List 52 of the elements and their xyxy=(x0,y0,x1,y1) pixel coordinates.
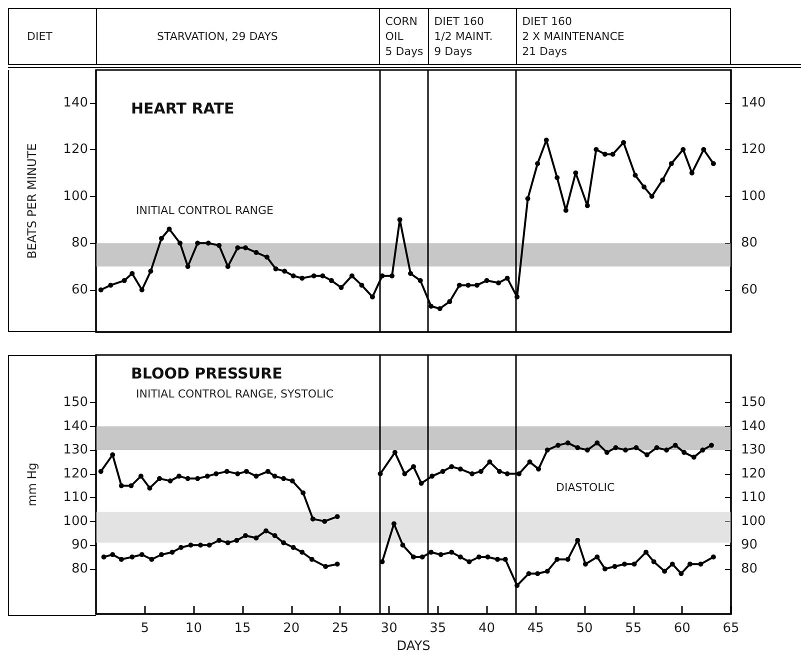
band-label: INITIAL CONTROL RANGE, SYSTOLIC xyxy=(136,387,334,400)
y-axis-title: BEATS PER MINUTE xyxy=(25,143,39,259)
y-tick-label: 130 xyxy=(63,442,88,458)
y-tick-label: 140 xyxy=(63,418,88,434)
x-tick-label: 35 xyxy=(430,621,446,636)
x-tick-label: 20 xyxy=(283,621,300,636)
y-tick-label: 120 xyxy=(63,466,88,482)
text: STARVATION, 29 DAYS xyxy=(157,29,279,44)
x-tick-label: 65 xyxy=(722,621,740,636)
y2-tick-label: 60 xyxy=(741,282,758,298)
x-tick-label: 10 xyxy=(185,621,202,636)
x-axis-title: DAYS xyxy=(396,639,430,654)
band-label: DIASTOLIC xyxy=(556,480,615,494)
y-tick-label: 100 xyxy=(63,188,88,204)
y-tick-label: 80 xyxy=(71,236,88,251)
y-axis-title: mm Hg xyxy=(25,462,39,506)
y2-tick-label: 150 xyxy=(741,395,766,410)
y2-tick-label: 120 xyxy=(741,466,766,482)
x-tick-label: 60 xyxy=(674,621,690,636)
x-tick-label: 50 xyxy=(576,621,593,636)
text: DIET 160 2 X MAINTENANCE 21 Days xyxy=(522,14,626,59)
y2-tick-label: 80 xyxy=(741,561,758,576)
text: CORN OIL 5 Days xyxy=(385,14,424,59)
x-tick-label: 55 xyxy=(625,621,642,636)
x-tick-label: 15 xyxy=(234,621,251,636)
y-tick-label: 110 xyxy=(63,490,88,506)
y-tick-label: 60 xyxy=(71,282,88,298)
y-tick-label: 120 xyxy=(63,142,88,158)
y2-tick-label: 100 xyxy=(741,514,766,529)
band-label: INITIAL CONTROL RANGE xyxy=(136,204,274,218)
y2-tick-label: 90 xyxy=(741,538,758,553)
y2-tick-label: 110 xyxy=(741,490,766,506)
y-tick-label: 90 xyxy=(71,538,88,553)
y2-tick-label: 140 xyxy=(741,418,766,434)
y2-tick-label: 100 xyxy=(741,188,766,204)
y-tick-label: 150 xyxy=(63,395,88,410)
x-tick-label: 25 xyxy=(332,621,349,636)
y-tick-label: 100 xyxy=(63,514,88,529)
y2-tick-label: 120 xyxy=(741,142,766,158)
text: HEART RATE xyxy=(131,100,234,118)
y2-tick-label: 130 xyxy=(741,442,766,458)
y-tick-label: 140 xyxy=(63,95,88,110)
text: BLOOD PRESSURE xyxy=(131,364,282,382)
y2-tick-label: 80 xyxy=(741,236,758,251)
x-tick-label: 5 xyxy=(140,621,149,636)
x-tick-label: 45 xyxy=(527,621,544,636)
text: DIET 160 1/2 MAINT. 9 Days xyxy=(434,14,494,59)
y-tick-label: 80 xyxy=(71,561,88,576)
x-tick-label: 40 xyxy=(478,621,496,636)
text: DIET xyxy=(27,29,54,44)
x-tick-label: 30 xyxy=(380,621,398,636)
y2-tick-label: 140 xyxy=(741,95,766,110)
